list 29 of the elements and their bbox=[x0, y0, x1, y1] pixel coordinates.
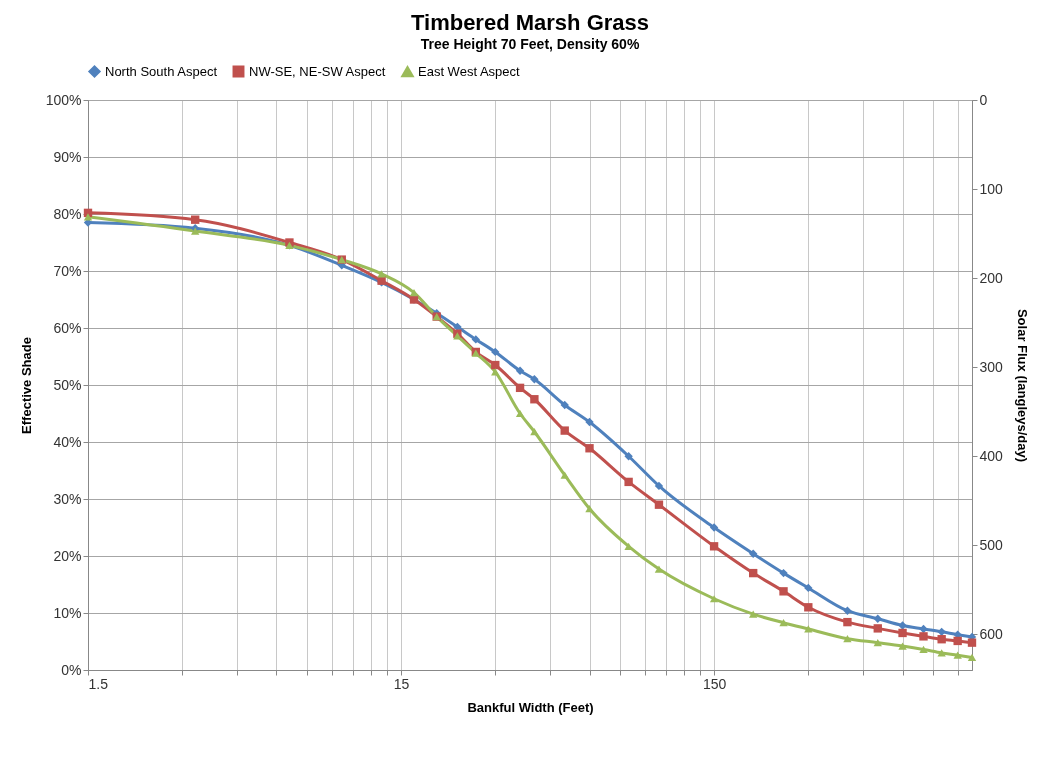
y-tick-label: 10% bbox=[53, 604, 82, 621]
y-tick-label: 40% bbox=[53, 433, 82, 450]
chart-title: Timbered Marsh Grass bbox=[410, 10, 650, 35]
x-tick-label: 150 bbox=[702, 675, 727, 692]
legend-label: North South Aspect bbox=[105, 63, 218, 79]
y-axis-title: Effective Shade bbox=[18, 337, 34, 434]
y-tick-label: 70% bbox=[53, 262, 82, 279]
x-tick-label: 1.5 bbox=[88, 675, 109, 692]
y2-tick-label: 400 bbox=[979, 447, 1004, 464]
x-tick-label: 15 bbox=[393, 675, 410, 692]
y2-tick-label: 100 bbox=[979, 180, 1004, 197]
y-tick-label: 90% bbox=[53, 148, 82, 165]
y-tick-label: 60% bbox=[53, 319, 82, 336]
y-tick-label: 20% bbox=[53, 547, 82, 564]
y2-tick-label: 0 bbox=[979, 91, 988, 108]
y2-tick-label: 200 bbox=[979, 269, 1004, 286]
y-tick-label: 80% bbox=[53, 205, 82, 222]
y2-tick-label: 500 bbox=[979, 536, 1004, 553]
legend-label: NW-SE, NE-SW Aspect bbox=[249, 63, 386, 79]
x-axis-title: Bankful Width (Feet) bbox=[467, 699, 594, 715]
y-tick-label: 100% bbox=[45, 91, 82, 108]
y2-tick-label: 600 bbox=[979, 625, 1004, 642]
y2-axis-title: Solar Flux (langleys/day) bbox=[1014, 308, 1030, 463]
legend-label: East West Aspect bbox=[418, 63, 521, 79]
y2-tick-label: 300 bbox=[979, 358, 1004, 375]
y-tick-label: 30% bbox=[53, 490, 82, 507]
y-tick-label: 0% bbox=[61, 661, 82, 678]
chart-subtitle: Tree Height 70 Feet, Density 60% bbox=[420, 36, 640, 52]
y-tick-label: 50% bbox=[53, 376, 82, 393]
